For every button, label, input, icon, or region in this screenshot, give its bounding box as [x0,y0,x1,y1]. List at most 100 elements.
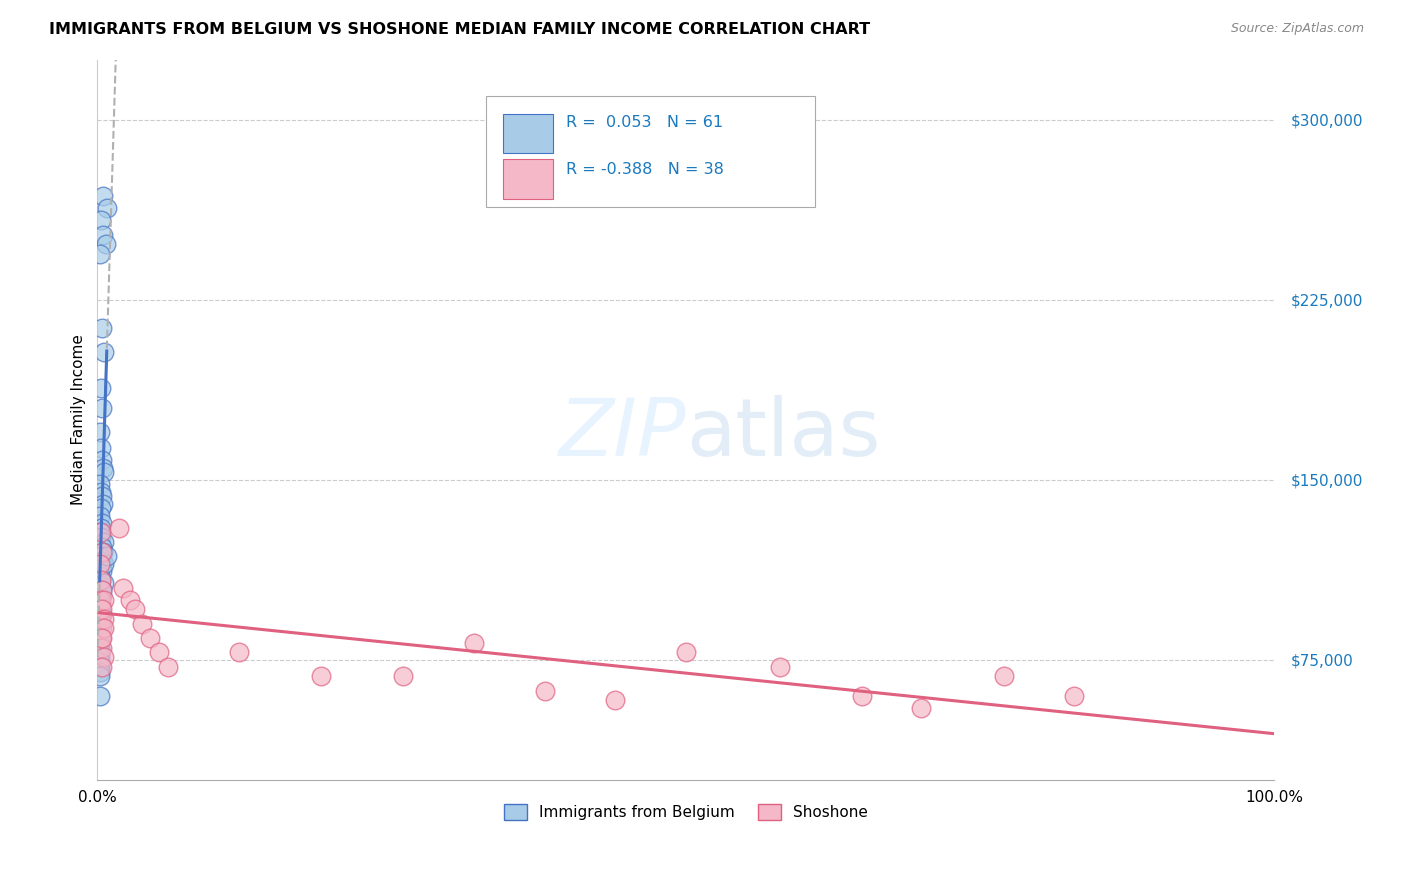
Point [90,616,112,631]
Point [90,554,112,568]
Point [91,321,114,335]
Point [90,612,112,626]
Point [90,381,112,395]
Point [91,602,114,616]
Point [93,535,115,549]
Point [91,582,114,597]
Point [93,575,115,590]
Point [89,602,111,616]
Point [90,574,112,588]
Point [91,497,114,511]
Point [89,592,111,607]
Point [89,669,111,683]
Text: R =  0.053   N = 61: R = 0.053 N = 61 [565,115,723,130]
Point [91,189,114,203]
Point [463,636,485,650]
Point [91,564,114,578]
Point [89,602,111,616]
Text: ZIP: ZIP [558,395,686,473]
Point [89,578,111,592]
Point [107,520,129,534]
Point [91,540,114,554]
Text: R = -0.388   N = 38: R = -0.388 N = 38 [565,161,724,177]
Point [91,516,114,530]
FancyBboxPatch shape [503,113,553,153]
Point [90,631,112,645]
Point [309,669,332,683]
Point [910,700,932,714]
Point [90,525,112,540]
Point [90,484,112,499]
Point [90,442,112,456]
Point [93,650,115,665]
Legend: Immigrants from Belgium, Shoshone: Immigrants from Belgium, Shoshone [498,797,875,826]
Point [91,490,114,504]
Point [851,689,873,703]
Point [392,669,415,683]
Point [96,202,118,216]
Point [89,650,111,665]
Point [91,460,114,475]
Text: Source: ZipAtlas.com: Source: ZipAtlas.com [1230,22,1364,36]
Point [91,544,114,558]
Point [89,689,111,703]
Point [89,598,111,612]
Point [91,559,114,574]
FancyBboxPatch shape [503,159,553,199]
Point [90,592,112,607]
Y-axis label: Median Family Income: Median Family Income [72,334,86,505]
Point [89,636,111,650]
Point [93,466,115,480]
Point [93,592,115,607]
Point [93,557,115,571]
Point [139,631,162,645]
Point [120,592,142,607]
Point [91,640,114,655]
Point [89,247,111,261]
Point [93,621,115,635]
Point [90,598,112,612]
Point [91,544,114,558]
Point [89,665,111,679]
Point [91,401,114,415]
Point [91,660,114,674]
Point [156,660,179,674]
Point [89,626,111,640]
Point [148,645,170,659]
Point [89,557,111,571]
Point [131,616,153,631]
Point [91,227,114,242]
Point [89,508,111,523]
Point [89,612,111,626]
Point [90,530,112,544]
Point [90,574,112,588]
Point [1063,689,1085,703]
Point [89,621,111,635]
Point [96,549,118,564]
Point [112,581,135,595]
Point [89,549,111,564]
Point [91,582,114,597]
Point [89,640,111,655]
Point [228,645,250,659]
Point [91,631,114,645]
Text: IMMIGRANTS FROM BELGIUM VS SHOSHONE MEDIAN FAMILY INCOME CORRELATION CHART: IMMIGRANTS FROM BELGIUM VS SHOSHONE MEDI… [49,22,870,37]
Point [91,453,114,467]
Point [90,501,112,516]
Point [89,645,111,659]
Point [94,237,117,252]
Point [90,631,112,645]
Point [89,525,111,540]
Text: atlas: atlas [686,395,880,473]
FancyBboxPatch shape [486,95,815,207]
Point [90,520,112,534]
Point [91,607,114,621]
Point [89,425,111,439]
Point [90,213,112,227]
Point [89,477,111,491]
Point [89,655,111,669]
Point [90,582,112,597]
Point [91,588,114,602]
Point [769,660,792,674]
Point [605,693,627,707]
